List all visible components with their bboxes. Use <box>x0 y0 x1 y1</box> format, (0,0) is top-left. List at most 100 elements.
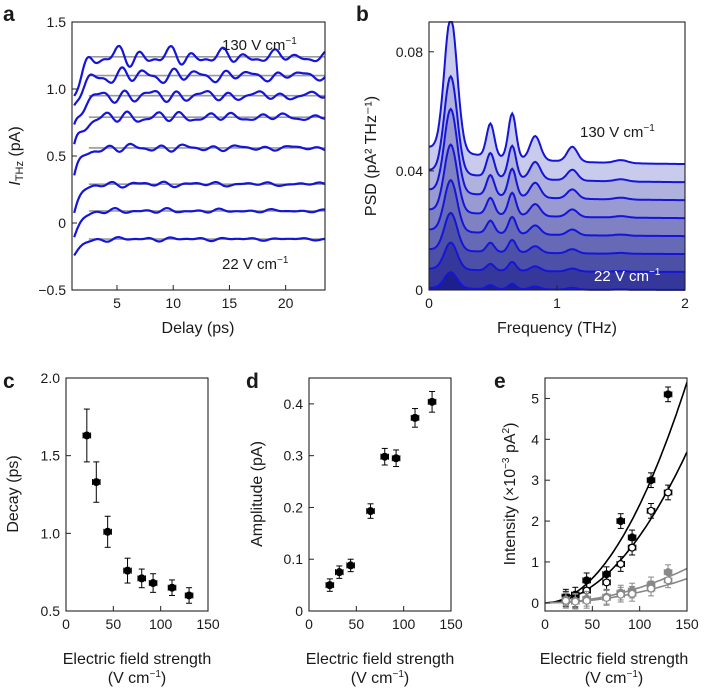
panel-e-xlabel: Electric field strength <box>540 651 689 668</box>
data-marker <box>664 390 673 399</box>
data-marker <box>428 397 437 406</box>
y-tick-label: 2 <box>531 513 539 529</box>
data-marker <box>628 543 637 552</box>
data-marker <box>628 589 637 598</box>
spectrum-line <box>429 74 686 184</box>
data-point <box>148 573 158 593</box>
y-tick-label: 0.3 <box>284 448 304 464</box>
data-point <box>346 558 355 573</box>
y-tick-label: 4 <box>531 431 539 447</box>
data-marker <box>602 593 611 602</box>
trace-line <box>73 180 326 214</box>
data-point <box>582 592 591 609</box>
panel-b-ylabel: PSD (pA² THz⁻¹) <box>363 96 380 216</box>
data-point <box>646 580 656 597</box>
panel-d-xlabel: Electric field strength <box>306 651 455 668</box>
trace-line <box>73 66 326 107</box>
x-tick-label: 2 <box>681 295 689 311</box>
panel-b-xlabel: Frequency (THz) <box>497 320 617 337</box>
data-marker <box>561 596 570 605</box>
data-point <box>663 386 673 403</box>
panel-d-xunit: (V cm−1) <box>351 669 410 687</box>
data-marker <box>664 488 673 497</box>
data-point <box>627 585 637 602</box>
data-marker <box>185 591 194 600</box>
x-tick-label: 20 <box>278 295 294 311</box>
x-tick-label: 100 <box>628 616 652 632</box>
data-marker <box>335 568 344 577</box>
panel-b-spectra <box>428 21 686 291</box>
panel-d-frame <box>308 377 452 612</box>
data-point <box>602 590 611 606</box>
panel-e-ticks: 0 50 100 150 0 1 2 3 4 5 <box>531 390 699 632</box>
panel-e-xunit: (V cm−1) <box>585 669 644 687</box>
data-point <box>410 408 420 428</box>
panel-a-traces <box>73 44 326 257</box>
y-tick-label: 0 <box>531 595 539 611</box>
spectrum-line <box>429 107 685 202</box>
data-point <box>663 572 673 589</box>
data-marker <box>582 596 591 605</box>
trace-line <box>73 206 326 238</box>
trace-line <box>73 110 325 145</box>
trace-line <box>73 142 326 176</box>
y-tick-label: 0.04 <box>396 163 423 179</box>
data-point <box>92 461 101 503</box>
data-marker <box>168 583 177 592</box>
x-tick-label: 50 <box>585 616 601 632</box>
x-tick-label: 150 <box>196 616 220 632</box>
data-marker <box>647 476 656 485</box>
data-point <box>103 515 112 548</box>
y-tick-label: 5 <box>531 390 539 406</box>
data-point <box>561 592 571 609</box>
y-tick-label: 0.4 <box>284 396 304 412</box>
data-marker <box>103 527 112 536</box>
y-tick-label: 3 <box>531 472 539 488</box>
panel-b-annotation-top: 130 V cm−1 <box>580 123 655 141</box>
panel-b-annotation-bottom: 22 V cm−1 <box>594 267 661 285</box>
data-marker <box>664 576 673 585</box>
panel-label-e: e <box>494 370 506 393</box>
y-tick-label: 0 <box>415 282 423 298</box>
data-marker <box>149 579 158 588</box>
spectrum-line <box>428 178 685 238</box>
x-tick-label: 10 <box>165 295 181 311</box>
data-marker <box>325 581 334 590</box>
data-point <box>646 472 656 489</box>
panel-e-points <box>561 386 673 610</box>
data-point <box>616 556 626 572</box>
y-tick-label: 2.0 <box>41 370 61 386</box>
data-point <box>663 484 673 501</box>
panel-b-ticks: 0 1 2 0 0.04 0.08 <box>396 44 689 311</box>
x-tick-label: 50 <box>349 616 365 632</box>
x-tick-label: 0 <box>541 616 549 632</box>
panel-b-chart: 0 1 2 0 0.04 0.08 130 V cm−1 22 V cm−1 Freque… <box>363 21 689 337</box>
x-tick-label: 150 <box>439 616 463 632</box>
x-tick-label: 1 <box>553 295 561 311</box>
spectrum-area <box>429 272 685 290</box>
y-tick-label: 1.0 <box>41 525 61 541</box>
data-point <box>646 502 656 519</box>
data-point <box>391 449 401 468</box>
data-marker <box>366 507 375 516</box>
data-point <box>167 579 177 596</box>
y-tick-label: 0.2 <box>284 499 304 515</box>
y-tick-label: −0.5 <box>38 282 66 298</box>
data-marker <box>602 578 611 587</box>
panel-c-chart: 0 50 100 150 0.5 1.0 1.5 2.0 Electric field str… <box>5 370 220 687</box>
data-marker <box>616 559 625 568</box>
data-point <box>616 513 626 529</box>
panel-c-xunit: (V cm−1) <box>108 669 167 687</box>
data-marker <box>571 597 580 606</box>
panel-a-ticks: 5 10 15 20 −0.5 0 0.5 1.0 1.5 <box>38 14 293 311</box>
y-tick-label: 0 <box>295 603 303 619</box>
data-marker <box>82 431 91 440</box>
panel-label-c: c <box>3 370 15 393</box>
panel-c-ylabel: Decay (ps) <box>5 455 22 532</box>
panel-e-ylabel: Intensity (×10−3 pA2) <box>501 423 519 566</box>
panel-c-points <box>82 408 194 604</box>
x-tick-label: 15 <box>222 295 238 311</box>
y-tick-label: 0 <box>58 215 66 231</box>
data-marker <box>123 566 132 575</box>
